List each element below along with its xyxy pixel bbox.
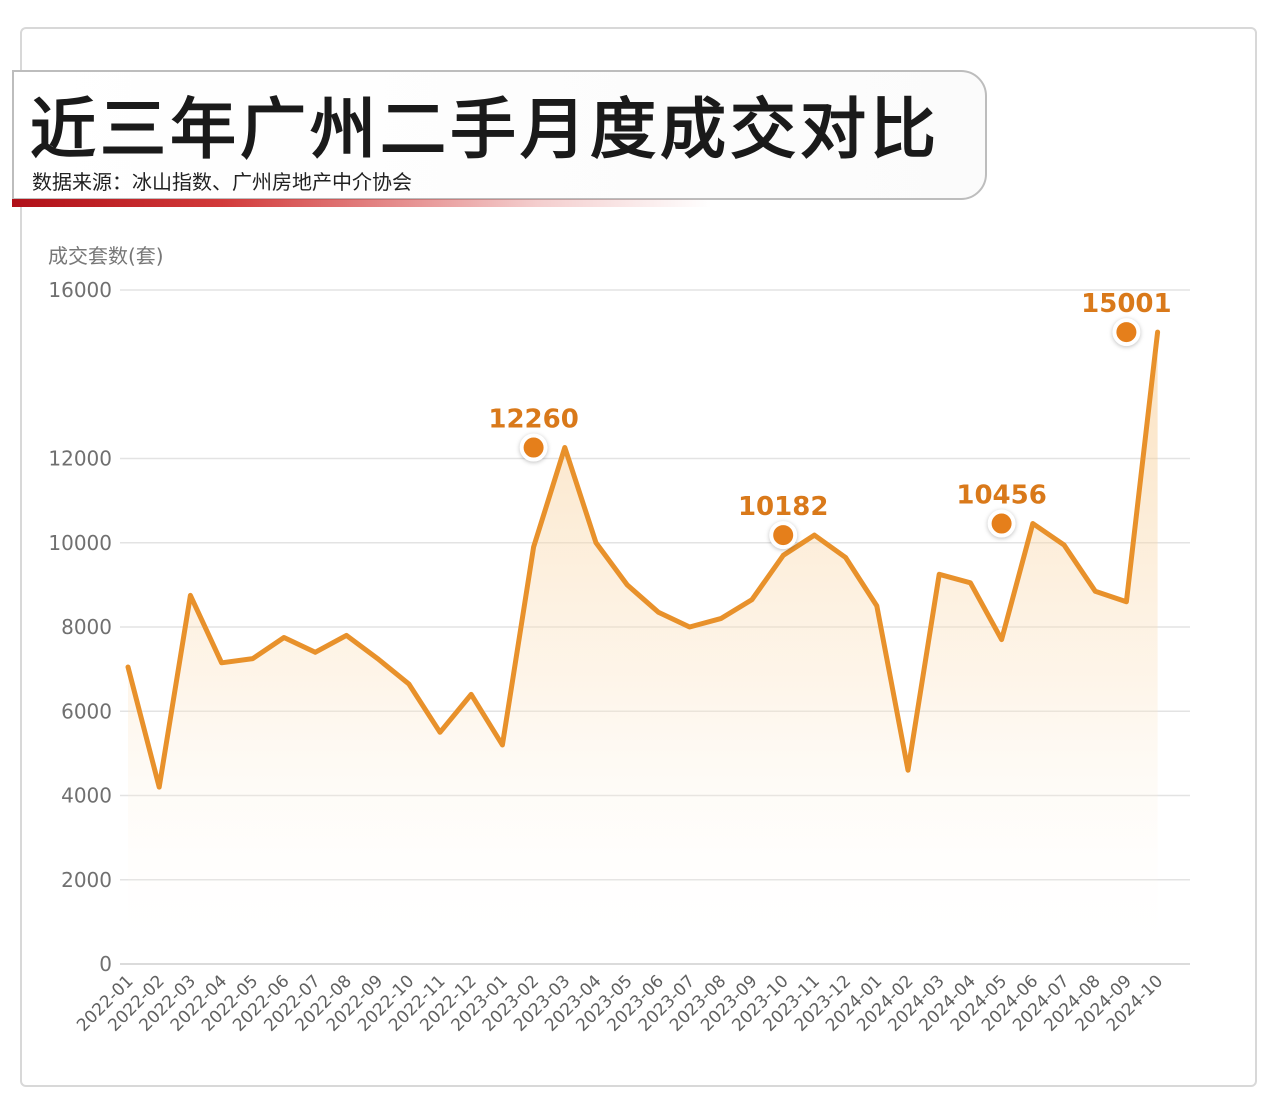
y-axis-label: 成交套数(套) [48, 244, 164, 268]
y-tick-label: 10000 [48, 531, 112, 555]
peak-marker [1112, 318, 1141, 347]
y-tick-label: 12000 [48, 447, 112, 471]
peak-marker [987, 509, 1016, 538]
peak-marker [519, 433, 548, 462]
y-tick-label: 16000 [48, 278, 112, 302]
y-tick-label: 2000 [61, 868, 112, 892]
y-tick-label: 0 [99, 952, 112, 976]
y-tick-label: 8000 [61, 615, 112, 639]
data-source: 数据来源：冰山指数、广州房地产中介协会 [32, 170, 412, 194]
series-line [125, 329, 1161, 790]
data-label: 12260 [488, 405, 578, 435]
y-tick-labels: 0 2000 4000 6000 8000 10000 12000 16000 [48, 278, 112, 976]
data-label: 10182 [738, 492, 828, 522]
peak-markers: 12260 10182 10456 15001 [488, 289, 1172, 550]
page-title: 近三年广州二手月度成交对比 [30, 91, 940, 168]
y-tick-label: 4000 [61, 784, 112, 808]
peak-marker [769, 521, 798, 550]
data-label: 15001 [1081, 289, 1171, 319]
title-card [12, 70, 987, 200]
y-tick-label: 6000 [61, 699, 112, 723]
title-accent-bar [12, 199, 712, 207]
data-label: 10456 [956, 481, 1046, 511]
x-tick-labels: 2022-012022-022022-032022-042022-052022-… [73, 971, 1167, 1035]
series-area [128, 332, 1158, 965]
